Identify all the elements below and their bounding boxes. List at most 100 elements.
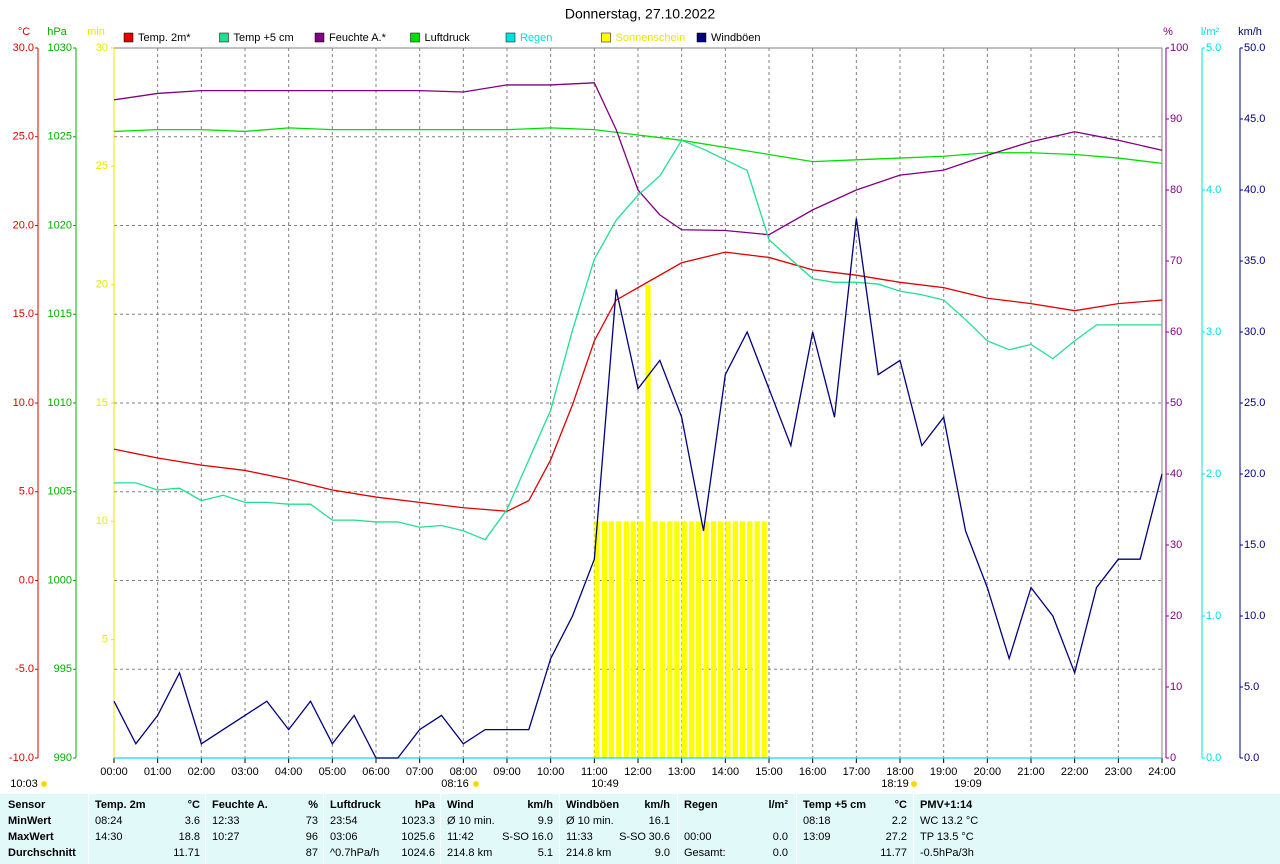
sunset-icon bbox=[911, 781, 917, 787]
x-tick-label: 03:00 bbox=[231, 766, 259, 778]
table-cell: 10:27 bbox=[212, 831, 240, 843]
annotation: 18:19 bbox=[881, 778, 909, 790]
y-axis-unit: % bbox=[1163, 26, 1173, 38]
y-tick-label: 1.0 bbox=[1206, 610, 1221, 622]
y-axis-unit: hPa bbox=[47, 26, 67, 38]
y-tick-label: 10.0 bbox=[13, 397, 34, 409]
stats-table: Sensor Temp. 2m °C Feuchte A.% Luftdruck hPa W… bbox=[0, 794, 1280, 864]
table-cell: 214.8 km bbox=[566, 847, 612, 859]
table-cell: 2.2 bbox=[891, 815, 907, 827]
table-cell: 5.1 bbox=[537, 847, 553, 859]
x-tick-label: 05:00 bbox=[319, 766, 347, 778]
table-cell: 96 bbox=[305, 831, 318, 843]
table-cell: Luftdruck bbox=[330, 799, 381, 811]
legend-label: Temp. 2m* bbox=[138, 32, 191, 44]
x-tick-label: 18:00 bbox=[886, 766, 914, 778]
y-tick-label: 70 bbox=[1170, 255, 1182, 267]
table-cell: Temp. 2m bbox=[95, 799, 146, 811]
y-tick-label: 20.0 bbox=[13, 219, 34, 231]
y-tick-label: 0.0 bbox=[1206, 752, 1221, 764]
sun-bar bbox=[710, 521, 717, 758]
table-cell: WC 13.2 °C bbox=[920, 815, 979, 827]
table-cell: 08:24 bbox=[95, 815, 123, 827]
x-tick-label: 19:00 bbox=[930, 766, 958, 778]
x-tick-label: 07:00 bbox=[406, 766, 434, 778]
y-tick-label: 0 bbox=[1170, 752, 1176, 764]
sun-bar bbox=[645, 284, 651, 758]
table-cell: 11.77 bbox=[880, 847, 907, 859]
table-cell: 03:06 bbox=[330, 831, 358, 843]
y-tick-label: 50.0 bbox=[1244, 42, 1265, 54]
y-tick-label: 10.0 bbox=[1244, 610, 1265, 622]
x-tick-label: 02:00 bbox=[188, 766, 216, 778]
y-tick-label: 30 bbox=[1170, 539, 1182, 551]
table-cell: 12:33 bbox=[212, 815, 240, 827]
sun-bar bbox=[616, 521, 622, 758]
col-sep bbox=[559, 794, 560, 864]
legend-swatch bbox=[314, 32, 325, 43]
table-cell: km/h bbox=[527, 799, 553, 811]
sun-bar bbox=[608, 521, 615, 758]
y-tick-label: 5.0 bbox=[1244, 681, 1259, 693]
x-tick-label: 20:00 bbox=[974, 766, 1002, 778]
x-tick-label: 15:00 bbox=[755, 766, 783, 778]
x-tick-label: 09:00 bbox=[493, 766, 521, 778]
x-tick-label: 17:00 bbox=[843, 766, 871, 778]
table-cell: Gesamt: bbox=[684, 847, 726, 859]
series-line bbox=[113, 82, 1163, 236]
y-tick-label: 1005 bbox=[48, 486, 72, 498]
table-cell: 13:09 bbox=[803, 831, 831, 843]
table-cell: TP 13.5 °C bbox=[920, 831, 974, 843]
y-tick-label: -10.0 bbox=[9, 752, 34, 764]
sun-bar bbox=[696, 521, 702, 758]
table-cell: 11:33 bbox=[566, 831, 593, 843]
y-tick-label: 0.0 bbox=[1244, 752, 1259, 764]
table-cell: ^0.7hPa/h bbox=[330, 847, 380, 859]
x-tick-label: 12:00 bbox=[624, 766, 652, 778]
table-cell: 18.8 bbox=[178, 831, 200, 843]
y-tick-label: 40.0 bbox=[1244, 184, 1265, 196]
table-cell: 16.1 bbox=[648, 815, 670, 827]
table-cell: 08:18 bbox=[803, 815, 831, 827]
table-cell: 14:30 bbox=[95, 831, 123, 843]
table-cell: Regen bbox=[684, 799, 718, 811]
sun-bar bbox=[725, 521, 731, 758]
sun-bar bbox=[747, 521, 753, 758]
table-cell: S-SO bbox=[502, 831, 529, 843]
sun-bar bbox=[681, 521, 687, 758]
y-tick-label: 1015 bbox=[48, 308, 72, 320]
sun-bar bbox=[623, 521, 629, 758]
sun-bar bbox=[638, 521, 644, 758]
sun-bar bbox=[717, 521, 724, 758]
y-tick-label: 3.0 bbox=[1206, 326, 1221, 338]
sun-bar bbox=[601, 521, 608, 758]
col-sep bbox=[205, 794, 206, 864]
y-tick-label: 20 bbox=[96, 279, 108, 291]
y-tick-label: 2.0 bbox=[1206, 468, 1221, 480]
y-tick-label: 10 bbox=[1170, 681, 1182, 693]
y-tick-label: 5.0 bbox=[19, 486, 34, 498]
table-cell: Temp +5 cm bbox=[803, 799, 867, 811]
annotation: 19:09 bbox=[954, 778, 982, 790]
annotation: 10:03 bbox=[10, 778, 38, 790]
annotation: 08:16 bbox=[441, 778, 469, 790]
legend-label: Luftdruck bbox=[425, 32, 471, 44]
y-axis-unit: min bbox=[87, 26, 105, 38]
annotation: 10:49 bbox=[591, 778, 619, 790]
table-cell: 11:42 bbox=[447, 831, 474, 843]
legend-swatch bbox=[696, 32, 707, 43]
sun-bar bbox=[732, 521, 739, 758]
table-cell: Wind bbox=[447, 799, 474, 811]
table-cell: Ø 10 min. bbox=[447, 815, 495, 827]
table-cell: °C bbox=[894, 799, 907, 811]
table-cell: Feuchte A. bbox=[212, 799, 268, 811]
series-line bbox=[113, 251, 1163, 512]
table-cell: 1024.6 bbox=[401, 847, 435, 859]
series-line bbox=[113, 218, 1163, 759]
y-tick-label: 40 bbox=[1170, 468, 1182, 480]
y-tick-label: 20 bbox=[1170, 610, 1182, 622]
table-cell: -0.5hPa/3h bbox=[920, 847, 974, 859]
table-cell: 11.71 bbox=[173, 847, 200, 859]
table-cell: 214.8 km bbox=[447, 847, 493, 859]
table-cell: °C bbox=[187, 799, 200, 811]
